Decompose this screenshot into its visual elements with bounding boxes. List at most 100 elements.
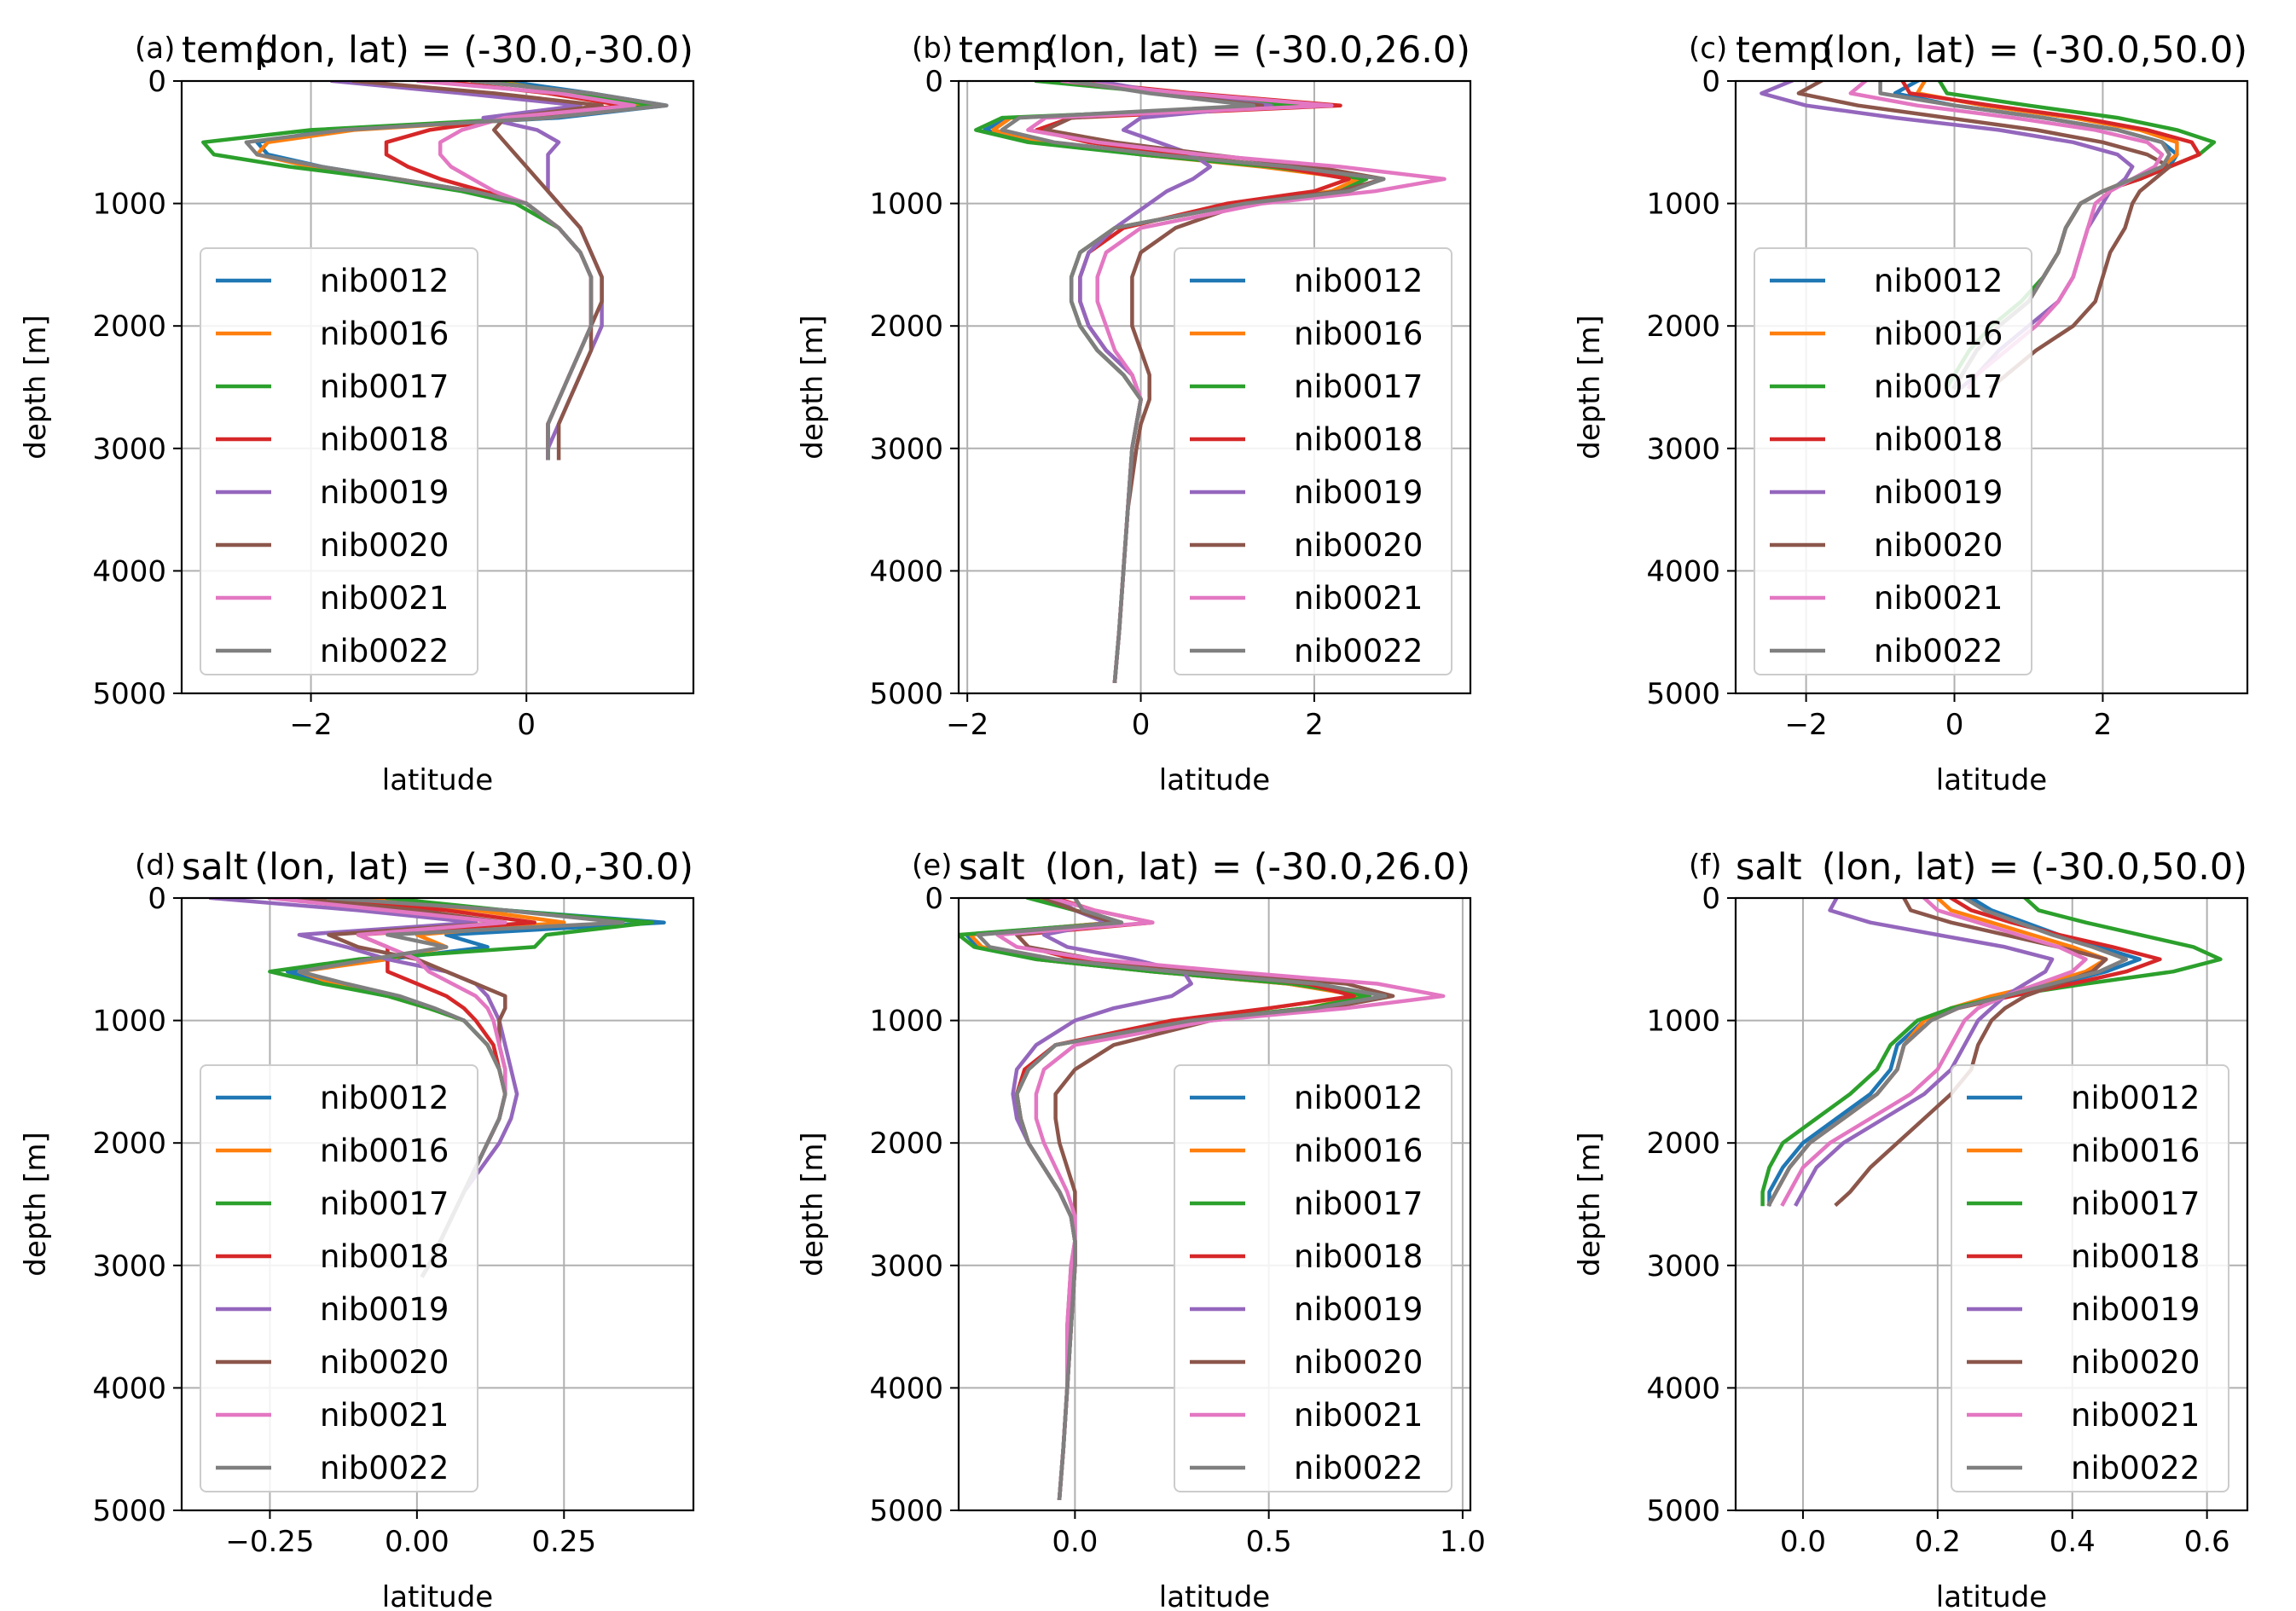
legend-label: nib0019	[2071, 1291, 2200, 1328]
legend-label: nib0020	[1874, 527, 2003, 564]
y-tick-label: 5000	[869, 677, 943, 711]
x-tick-label: 0.4	[2050, 1525, 2096, 1559]
y-tick-label: 1000	[869, 188, 943, 222]
y-tick-label: 1000	[92, 1005, 166, 1039]
y-tick-label: 5000	[1646, 677, 1720, 711]
series-line-nib0020	[1796, 81, 2171, 391]
y-tick-label: 2000	[1646, 1127, 1720, 1161]
y-axis-label: depth [m]	[796, 315, 830, 459]
panel-title-overlap: temp	[182, 29, 278, 72]
panel-title: (lon, lat) = (-30.0,26.0)	[1045, 29, 1470, 72]
legend-label: nib0012	[2071, 1080, 2200, 1116]
legend-label: nib0018	[1294, 1238, 1423, 1275]
subplot-f: 0.0 0.2 0.4 0.6 0 1000 2000 3000 4000 5000 latitud…	[1573, 846, 2249, 1611]
panel-title: (lon, lat) = (-30.0,50.0)	[1822, 846, 2247, 889]
legend-label: nib0017	[1294, 1185, 1423, 1222]
legend-frame	[1174, 1064, 1452, 1492]
legend-label: nib0012	[1294, 263, 1423, 299]
x-tick-label: 2	[1305, 708, 1324, 742]
legend-label: nib0019	[1294, 1291, 1423, 1328]
panel-tag: (c)	[1689, 32, 1727, 66]
axes-frame	[957, 896, 1472, 1512]
legend-label: nib0016	[320, 316, 449, 352]
y-tick-label: 3000	[1646, 1249, 1720, 1284]
series-line-nib0022	[1766, 898, 2129, 1208]
y-tick-label: 5000	[92, 1494, 166, 1528]
legend-label: nib0018	[1294, 421, 1423, 458]
series-line-nib0021	[995, 898, 1446, 1501]
subplot-d: −0.25 0.00 0.25 0 1000 2000 3000 4000 5000 latitu…	[19, 846, 695, 1611]
x-tick-label: −2	[946, 708, 989, 742]
y-tick-label: 3000	[869, 1249, 943, 1284]
panel-title-overlap: salt	[959, 846, 1025, 889]
series-line-nib0022	[1000, 81, 1386, 684]
y-tick-label: 5000	[869, 1494, 943, 1528]
panel-tag: (f)	[1689, 849, 1722, 883]
panel-title-overlap: salt	[182, 846, 248, 889]
x-tick-label: −0.25	[225, 1525, 314, 1559]
y-tick-label: 0	[925, 882, 943, 916]
axes-frame	[180, 896, 695, 1512]
legend-label: nib0021	[1294, 580, 1423, 617]
panel-title-overlap: temp	[1736, 29, 1832, 72]
legend-label: nib0021	[1294, 1397, 1423, 1434]
legend: nib0012 nib0016 nib0017 nib0018 nib0019 nib00…	[1754, 247, 2032, 675]
panel-tag: (d)	[135, 849, 176, 883]
x-tick-label: −2	[1785, 708, 1828, 742]
x-tick-label: 0.25	[531, 1525, 596, 1559]
legend-label: nib0017	[1294, 368, 1423, 405]
legend-label: nib0020	[1294, 1344, 1423, 1381]
legend-label: nib0021	[320, 580, 449, 617]
axes-frame	[957, 79, 1472, 695]
panel-title: (lon, lat) = (-30.0,50.0)	[1822, 29, 2247, 72]
legend-label: nib0018	[320, 1238, 449, 1275]
legend-label: nib0022	[320, 633, 449, 669]
legend-frame	[1754, 247, 2032, 675]
x-tick-label: 0.2	[1915, 1525, 1961, 1559]
legend-label: nib0012	[320, 1080, 449, 1116]
legend-label: nib0022	[1294, 1450, 1423, 1486]
series-lines	[974, 81, 1447, 684]
legend-label: nib0017	[2071, 1185, 2200, 1222]
y-tick-label: 4000	[1646, 554, 1720, 588]
legend-label: nib0021	[2071, 1397, 2200, 1434]
subplot-a: −2 0 0 1000 2000 3000 4000 5000 latitude depth [m…	[19, 29, 695, 797]
legend-label: nib0020	[320, 527, 449, 564]
panel-title: (lon, lat) = (-30.0,-30.0)	[254, 29, 693, 72]
axes-frame	[1734, 79, 2249, 695]
series-line-nib0021	[1848, 81, 2165, 391]
x-tick-label: 0.6	[2184, 1525, 2230, 1559]
legend-frame	[200, 1064, 478, 1492]
legend-frame	[1174, 247, 1452, 675]
y-tick-label: 2000	[92, 1127, 166, 1161]
panel-tag: (e)	[912, 849, 952, 883]
legend-label: nib0016	[2071, 1133, 2200, 1169]
series-line-nib0020	[1834, 898, 2108, 1208]
y-tick-label: 1000	[869, 1005, 943, 1039]
panel-title-overlap: salt	[1736, 846, 1802, 889]
y-tick-label: 4000	[1646, 1371, 1720, 1405]
y-tick-label: 2000	[869, 310, 943, 344]
legend-label: nib0019	[1874, 474, 2003, 511]
legend: nib0012 nib0016 nib0017 nib0018 nib0019 nib00…	[1174, 247, 1452, 675]
x-axis-label: latitude	[1936, 1580, 2047, 1611]
x-tick-label: 0.0	[1052, 1525, 1098, 1559]
x-tick-label: 0	[1132, 708, 1151, 742]
y-tick-label: 0	[148, 882, 166, 916]
legend-label: nib0022	[320, 1450, 449, 1486]
y-tick-label: 2000	[869, 1127, 943, 1161]
panel-tag: (a)	[135, 32, 175, 66]
y-tick-label: 4000	[92, 554, 166, 588]
series-line-nib0020	[1043, 81, 1386, 684]
legend-label: nib0016	[320, 1133, 449, 1169]
axes-frame	[1734, 896, 2249, 1512]
x-tick-label: 1.0	[1440, 1525, 1486, 1559]
y-tick-label: 1000	[1646, 188, 1720, 222]
legend-label: nib0019	[1294, 474, 1423, 511]
series-lines	[1760, 898, 2223, 1208]
x-axis-label: latitude	[1936, 763, 2047, 797]
legend: nib0012 nib0016 nib0017 nib0018 nib0019 nib00…	[200, 247, 478, 675]
panel-title: (lon, lat) = (-30.0,26.0)	[1045, 846, 1470, 889]
series-line-nib0022	[244, 81, 669, 461]
